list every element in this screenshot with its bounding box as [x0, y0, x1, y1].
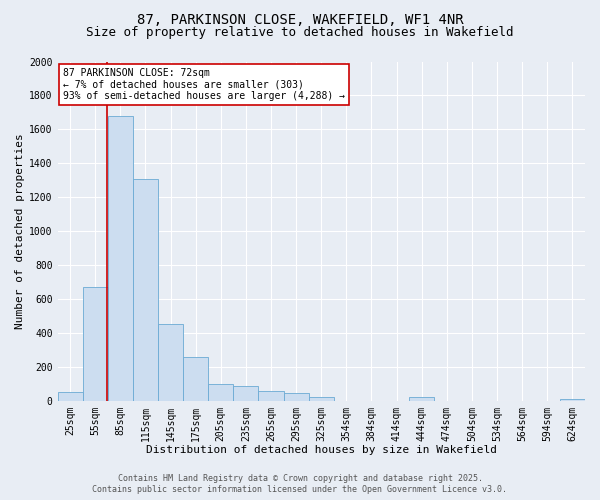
Bar: [309, 398, 334, 400]
Text: Size of property relative to detached houses in Wakefield: Size of property relative to detached ho…: [86, 26, 514, 39]
Bar: [133, 178, 158, 400]
Bar: [83, 287, 108, 401]
Y-axis label: Number of detached properties: Number of detached properties: [15, 133, 25, 329]
Bar: [208, 384, 233, 400]
X-axis label: Distribution of detached houses by size in Wakefield: Distribution of detached houses by size …: [146, 445, 497, 455]
Bar: [560, 399, 585, 400]
Bar: [409, 398, 434, 400]
Bar: [284, 393, 309, 400]
Bar: [183, 358, 208, 401]
Bar: [108, 116, 133, 401]
Bar: [233, 386, 259, 400]
Bar: [158, 324, 183, 400]
Text: Contains HM Land Registry data © Crown copyright and database right 2025.
Contai: Contains HM Land Registry data © Crown c…: [92, 474, 508, 494]
Bar: [259, 392, 284, 400]
Text: 87, PARKINSON CLOSE, WAKEFIELD, WF1 4NR: 87, PARKINSON CLOSE, WAKEFIELD, WF1 4NR: [137, 12, 463, 26]
Bar: [58, 392, 83, 400]
Text: 87 PARKINSON CLOSE: 72sqm
← 7% of detached houses are smaller (303)
93% of semi-: 87 PARKINSON CLOSE: 72sqm ← 7% of detach…: [63, 68, 345, 102]
